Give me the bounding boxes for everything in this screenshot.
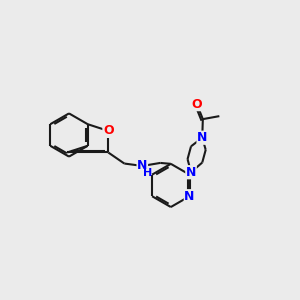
Text: N: N — [197, 131, 207, 144]
Text: N: N — [186, 166, 196, 179]
Text: H: H — [143, 168, 152, 178]
Text: N: N — [137, 159, 148, 172]
Text: O: O — [191, 98, 202, 111]
Text: N: N — [184, 190, 195, 203]
Text: O: O — [103, 124, 114, 137]
